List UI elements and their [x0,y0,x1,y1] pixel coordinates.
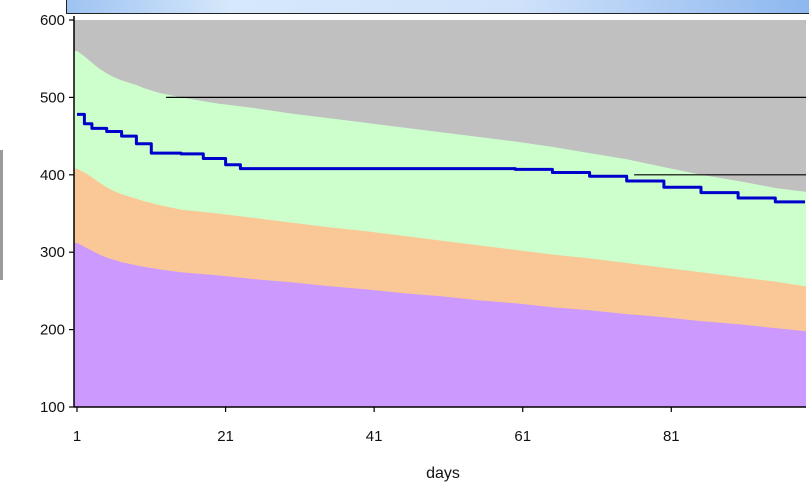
x-tick-label-81: 81 [663,428,680,445]
reference-lines [166,96,806,176]
y-tick-label-600: 600 [40,12,65,29]
x-tick-label-1: 1 [73,428,81,445]
area-band-4 [74,242,806,407]
x-tick-label-21: 21 [217,428,234,445]
y-tick-label-300: 300 [40,244,65,261]
series-lines [77,112,805,204]
series-line-1 [77,112,805,204]
axes [69,16,806,412]
y-tick-label-400: 400 [40,167,65,184]
area-bands [74,20,806,407]
y-tick-label-100: 100 [40,399,65,416]
tick-labels: 100 200 300 400 500 600 1 21 41 61 81 [40,12,680,445]
y-tick-label-500: 500 [40,89,65,106]
x-tick-label-61: 61 [514,428,531,445]
left-edge-mark [0,150,3,280]
y-tick-label-200: 200 [40,322,65,339]
title-banner [66,0,809,14]
x-axis-title: days [426,465,460,482]
x-tick-label-41: 41 [366,428,383,445]
